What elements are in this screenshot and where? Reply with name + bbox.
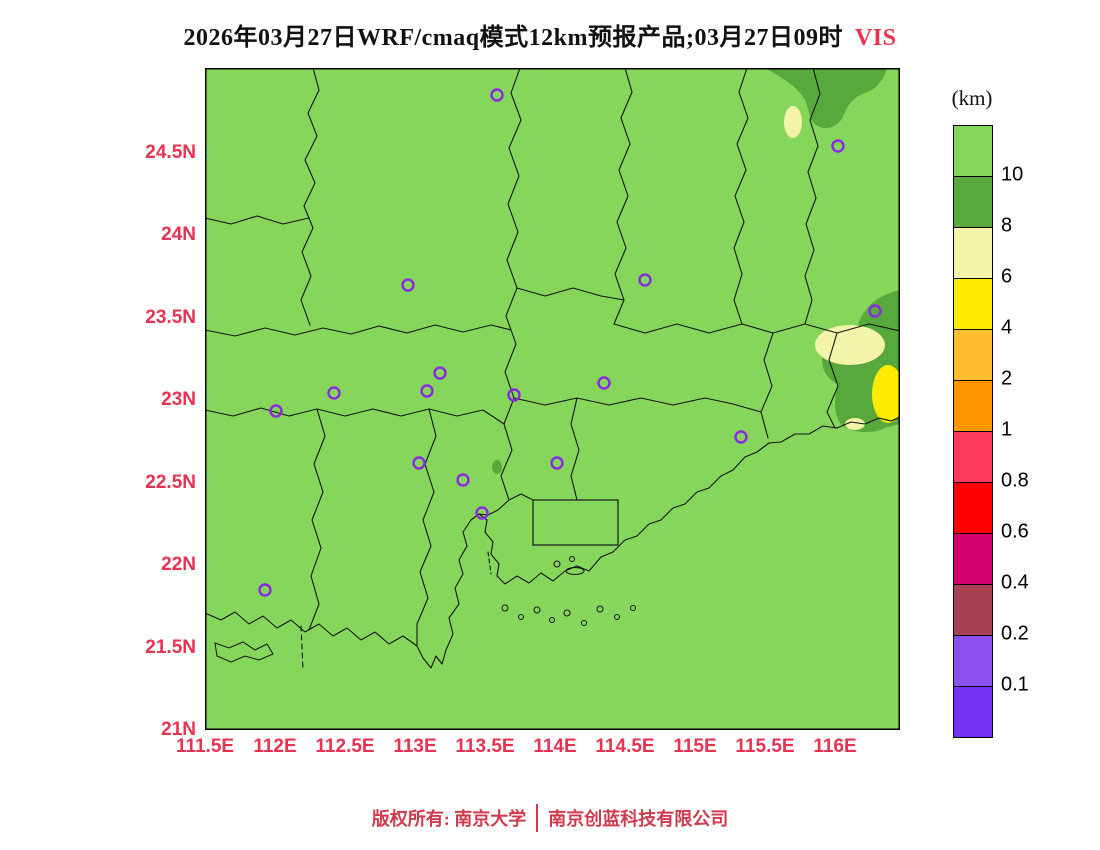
station-marker xyxy=(831,139,845,153)
lat-label: 22.5N xyxy=(145,472,196,493)
lon-label: 114E xyxy=(533,736,577,757)
station-marker xyxy=(412,456,426,470)
station-marker xyxy=(433,366,447,380)
visibility-contours xyxy=(492,68,900,474)
station-marker xyxy=(401,278,415,292)
legend-color-block xyxy=(954,686,992,737)
footer-separator xyxy=(536,804,539,832)
lat-label: 24.5N xyxy=(145,142,196,163)
lon-label: 115E xyxy=(673,736,717,757)
title-text: 2026年03月27日WRF/cmaq模式12km预报产品;03月27日09时 xyxy=(183,25,843,51)
station-marker xyxy=(638,273,652,287)
station-marker xyxy=(490,88,504,102)
admin-boundaries xyxy=(205,68,900,671)
copyright-footer: 版权所有: 南京大学 南京创蓝科技有限公司 xyxy=(0,804,1100,832)
contour-dark-green xyxy=(765,68,887,129)
lon-label: 111.5E xyxy=(175,736,235,757)
legend-color-block xyxy=(954,533,992,584)
lat-label: 23.5N xyxy=(145,307,196,328)
legend-color-block xyxy=(954,635,992,686)
lon-label: 112E xyxy=(253,736,297,757)
station-marker xyxy=(327,386,341,400)
lon-label: 115.5E xyxy=(735,736,795,757)
map-frame xyxy=(205,68,900,730)
lat-label: 24N xyxy=(161,224,196,245)
legend-unit-label: (km) xyxy=(951,86,993,110)
legend-color-block xyxy=(954,329,992,380)
station-marker xyxy=(868,304,882,318)
legend-tick-label: 0.2 xyxy=(1001,622,1029,645)
station-marker xyxy=(597,376,611,390)
lon-label: 113E xyxy=(393,736,437,757)
legend-colorbar xyxy=(953,125,993,738)
station-marker xyxy=(269,404,283,418)
station-marker xyxy=(456,473,470,487)
legend-color-block xyxy=(954,278,992,329)
legend-tick-label: 0.4 xyxy=(1001,571,1029,594)
page-title: 2026年03月27日WRF/cmaq模式12km预报产品;03月27日09时 V… xyxy=(60,17,1020,52)
station-marker xyxy=(258,583,272,597)
lat-label: 21.5N xyxy=(145,637,196,658)
lon-label: 113.5E xyxy=(455,736,515,757)
legend-color-block xyxy=(954,584,992,635)
map-background xyxy=(205,68,900,730)
station-marker xyxy=(734,430,748,444)
coastline xyxy=(205,416,900,669)
map-area xyxy=(205,68,900,730)
legend-tick-label: 4 xyxy=(1001,316,1013,339)
contour-dark-green xyxy=(492,460,502,474)
contour-pale-yellow xyxy=(845,418,865,430)
lat-label: 22N xyxy=(161,554,196,575)
lon-label: 114.5E xyxy=(595,736,655,757)
legend-color-block xyxy=(954,126,992,176)
contour-pale-yellow xyxy=(784,106,802,138)
station-marker xyxy=(550,456,564,470)
footer-right: 南京创蓝科技有限公司 xyxy=(548,809,729,829)
legend-color-block xyxy=(954,380,992,431)
legend-color-block xyxy=(954,482,992,533)
dashed-boundary xyxy=(487,551,492,575)
islands xyxy=(214,556,636,663)
legend-tick-label: 10 xyxy=(1001,163,1024,186)
dashed-boundary xyxy=(300,625,304,671)
legend-tick-label: 0.6 xyxy=(1001,520,1029,543)
station-marker xyxy=(475,506,489,520)
lat-label: 23N xyxy=(161,389,196,410)
legend-tick-label: 1 xyxy=(1001,418,1013,441)
legend-color-block xyxy=(954,227,992,278)
footer-left: 版权所有: 南京大学 xyxy=(371,809,527,829)
station-marker xyxy=(420,384,434,398)
contour-pale-yellow xyxy=(815,325,885,365)
legend-color-block xyxy=(954,431,992,482)
lon-label: 116E xyxy=(813,736,857,757)
contour-yellow xyxy=(872,365,900,423)
title-variable: VIS xyxy=(854,25,897,51)
legend-tick-label: 6 xyxy=(1001,265,1013,288)
legend-tick-label: 8 xyxy=(1001,214,1013,237)
forecast-map xyxy=(205,68,900,730)
legend-tick-label: 0.8 xyxy=(1001,469,1029,492)
legend-tick-label: 0.1 xyxy=(1001,673,1029,696)
lat-label: 21N xyxy=(161,719,196,740)
highlight-box xyxy=(532,499,619,546)
legend-tick-label: 2 xyxy=(1001,367,1013,390)
lon-label: 112.5E xyxy=(315,736,375,757)
station-markers xyxy=(258,88,882,597)
legend-color-block xyxy=(954,176,992,227)
station-marker xyxy=(507,388,521,402)
